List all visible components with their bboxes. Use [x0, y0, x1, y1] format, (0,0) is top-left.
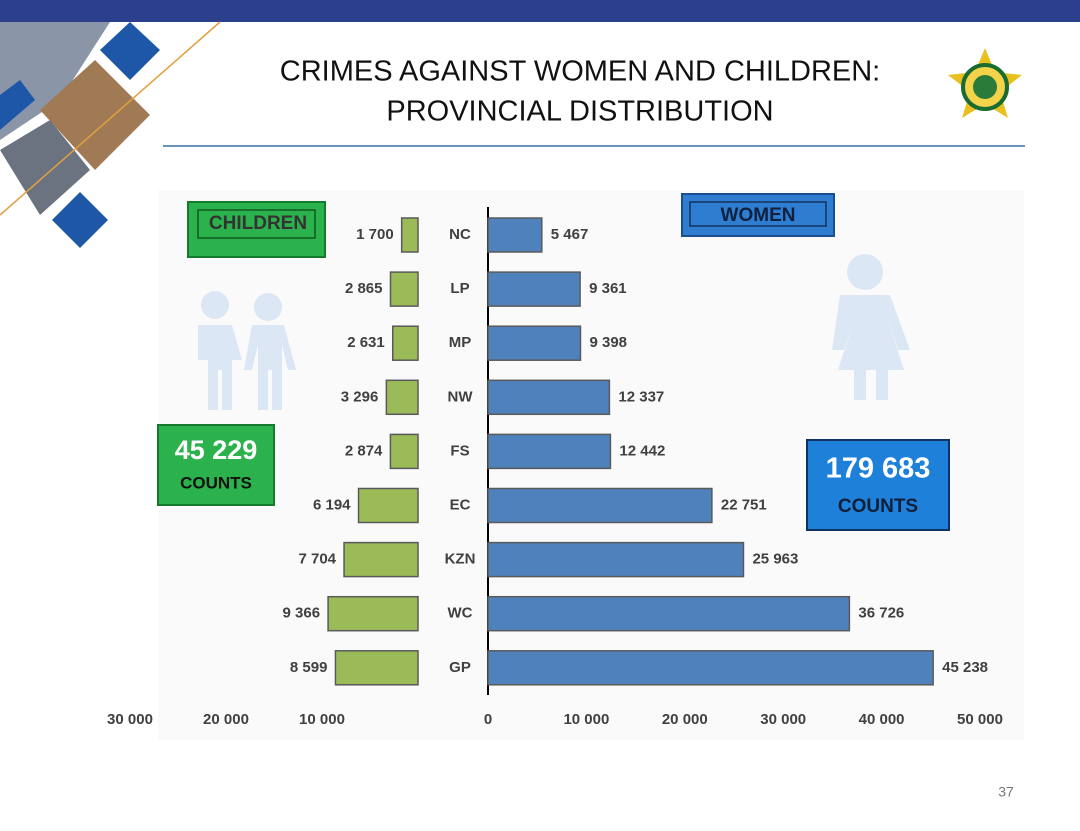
value-label: 3 296	[341, 388, 379, 405]
slide-title: PROVINCIAL DISTRIBUTION	[386, 96, 773, 128]
total-unit: COUNTS	[838, 496, 918, 517]
legend-box	[681, 193, 835, 237]
bar	[487, 379, 611, 416]
slide-title: CRIMES AGAINST WOMEN AND CHILDREN:	[280, 56, 881, 88]
total-value: 179 683	[826, 453, 931, 485]
category-label: NC	[449, 226, 471, 243]
x-tick-label: 50 000	[957, 711, 1003, 728]
bar	[389, 433, 419, 470]
total-value: 45 229	[175, 435, 258, 465]
value-label: 8 599	[290, 659, 328, 676]
woman-icon	[832, 254, 910, 400]
value-label: 9 361	[589, 280, 627, 297]
value-label: 9 398	[589, 334, 627, 351]
page-number: 37	[998, 784, 1014, 800]
bar	[327, 595, 419, 632]
legend-box	[187, 201, 326, 258]
value-label: 7 704	[298, 551, 336, 568]
value-label: 36 726	[858, 605, 904, 622]
legend-inner	[689, 201, 827, 227]
bar	[385, 379, 419, 416]
x-tick-label: 10 000	[563, 711, 609, 728]
bar	[400, 217, 419, 253]
total-unit: COUNTS	[180, 473, 252, 492]
category-label: GP	[449, 659, 471, 676]
legend-label: WOMEN	[721, 205, 796, 226]
value-label: 2 865	[345, 280, 383, 297]
x-tick-label: 20 000	[203, 711, 249, 728]
total-box	[806, 439, 950, 531]
x-tick-label: 0	[484, 711, 492, 728]
value-label: 2 631	[347, 334, 385, 351]
value-label: 22 751	[721, 496, 767, 513]
bar	[391, 325, 419, 361]
bar	[487, 487, 713, 524]
value-label: 12 337	[618, 388, 664, 405]
category-label: LP	[450, 280, 469, 297]
legend-inner	[197, 209, 316, 239]
bar	[357, 487, 419, 524]
bar	[343, 541, 419, 578]
value-label: 5 467	[551, 226, 589, 243]
value-label: 1 700	[356, 226, 394, 243]
bar	[487, 650, 934, 686]
bar	[389, 271, 419, 307]
photo-collage	[0, 21, 221, 248]
category-label: EC	[450, 496, 471, 513]
value-label: 9 366	[283, 605, 321, 622]
category-label: WC	[448, 605, 473, 622]
bar	[487, 217, 543, 253]
x-tick-label: 30 000	[760, 711, 806, 728]
children-icon	[198, 291, 296, 410]
bar	[487, 325, 582, 361]
bar	[487, 541, 745, 578]
value-label: 2 874	[345, 442, 383, 459]
category-label: FS	[450, 442, 469, 459]
logo	[948, 48, 1022, 118]
x-tick-label: 30 000	[107, 711, 153, 728]
value-label: 12 442	[619, 442, 665, 459]
top-band	[0, 0, 1080, 22]
bar	[487, 271, 581, 307]
legend-label: CHILDREN	[209, 213, 307, 234]
value-label: 45 238	[942, 659, 988, 676]
bar	[487, 595, 851, 632]
x-tick-label: 10 000	[299, 711, 345, 728]
x-tick-label: 20 000	[662, 711, 708, 728]
total-box	[157, 424, 275, 506]
bar	[334, 650, 419, 686]
bar	[487, 433, 612, 470]
category-label: MP	[449, 334, 472, 351]
category-label: KZN	[445, 551, 476, 568]
value-label: 25 963	[752, 551, 798, 568]
x-tick-label: 40 000	[859, 711, 905, 728]
value-label: 6 194	[313, 496, 351, 513]
category-label: NW	[448, 388, 474, 405]
